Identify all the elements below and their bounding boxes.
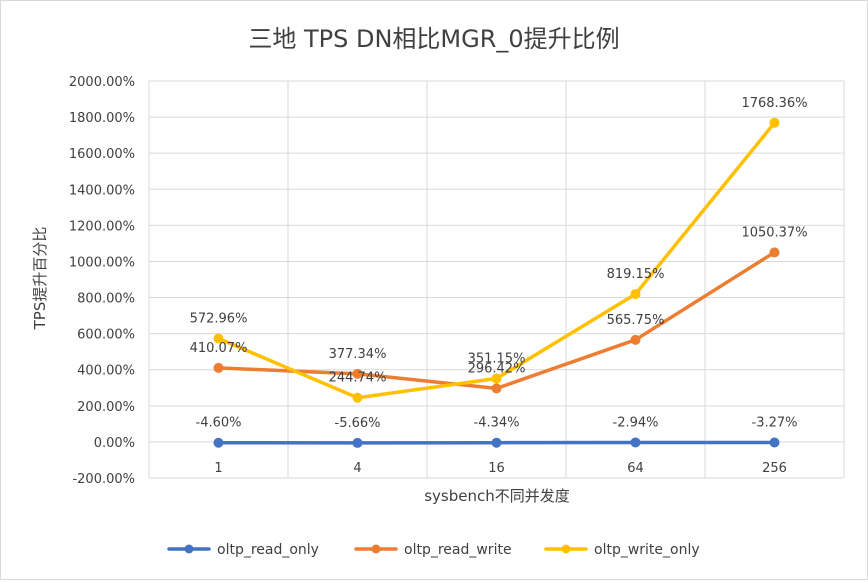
data-point-oltp_read_write — [631, 335, 640, 344]
data-label-oltp_read_only: -4.60% — [196, 416, 242, 431]
data-label-oltp_read_write: 565.75% — [607, 313, 665, 328]
legend-label-oltp_write_only: oltp_write_only — [594, 542, 700, 558]
y-tick-label: 600.00% — [77, 328, 135, 343]
data-label-oltp_read_write: 410.07% — [190, 341, 248, 356]
y-tick-label: 800.00% — [77, 292, 135, 307]
legend-marker-oltp_read_write — [372, 545, 381, 554]
data-point-oltp_write_only — [353, 393, 362, 402]
x-axis-title: sysbench不同并发度 — [424, 487, 570, 505]
y-tick-label: 2000.00% — [69, 75, 135, 90]
y-tick-label: -200.00% — [72, 472, 135, 487]
data-point-oltp_read_only — [492, 438, 501, 447]
y-tick-label: 1000.00% — [69, 255, 135, 270]
data-point-oltp_write_only — [770, 118, 779, 127]
y-tick-label: 1800.00% — [69, 111, 135, 126]
y-tick-label: 1200.00% — [69, 219, 135, 234]
data-point-oltp_write_only — [631, 290, 640, 299]
chart-title: 三地 TPS DN相比MGR_0提升比例 — [248, 25, 619, 53]
data-point-oltp_read_only — [770, 438, 779, 447]
data-point-oltp_read_write — [214, 363, 223, 372]
data-label-oltp_read_only: -2.94% — [613, 415, 659, 430]
axis-layer: -200.00% 0.00% 200.00% 400.00% 600.00% 800.00… — [69, 75, 787, 487]
x-tick-label: 256 — [762, 461, 787, 476]
y-axis-title: TPS提升百分比 — [31, 227, 49, 331]
legend-marker-oltp_read_only — [185, 545, 194, 554]
data-label-oltp_read_only: -4.34% — [474, 416, 520, 431]
x-tick-label: 64 — [627, 461, 644, 476]
data-label-oltp_write_only: 819.15% — [607, 267, 665, 282]
data-label-oltp_read_write: 1050.37% — [741, 225, 807, 240]
y-tick-label: 0.00% — [94, 436, 135, 451]
legend-marker-oltp_write_only — [562, 545, 571, 554]
data-label-oltp_write_only: 1768.36% — [741, 96, 807, 111]
y-tick-label: 200.00% — [77, 400, 135, 415]
data-label-oltp_read_write: 377.34% — [329, 347, 387, 362]
data-point-oltp_read_only — [353, 438, 362, 447]
y-tick-label: 400.00% — [77, 364, 135, 379]
x-tick-label: 4 — [353, 461, 361, 476]
series-layer — [214, 118, 779, 447]
data-point-oltp_read_write — [492, 384, 501, 393]
data-point-oltp_read_write — [770, 248, 779, 257]
legend-label-oltp_read_write: oltp_read_write — [404, 542, 512, 558]
x-tick-label: 1 — [214, 461, 222, 476]
data-point-oltp_read_only — [631, 438, 640, 447]
x-tick-label: 16 — [488, 461, 505, 476]
legend: oltp_read_only oltp_read_write oltp_write_… — [169, 542, 700, 558]
data-label-oltp_read_only: -5.66% — [335, 416, 381, 431]
data-label-oltp_read_only: -3.27% — [752, 415, 798, 430]
data-label-oltp_write_only: 572.96% — [190, 312, 248, 327]
data-point-oltp_read_only — [214, 438, 223, 447]
y-tick-label: 1600.00% — [69, 147, 135, 162]
data-label-oltp_write_only: 351.15% — [468, 352, 526, 367]
data-label-oltp_write_only: 244.74% — [329, 371, 387, 386]
legend-label-oltp_read_only: oltp_read_only — [217, 542, 319, 558]
y-tick-label: 1400.00% — [69, 183, 135, 198]
